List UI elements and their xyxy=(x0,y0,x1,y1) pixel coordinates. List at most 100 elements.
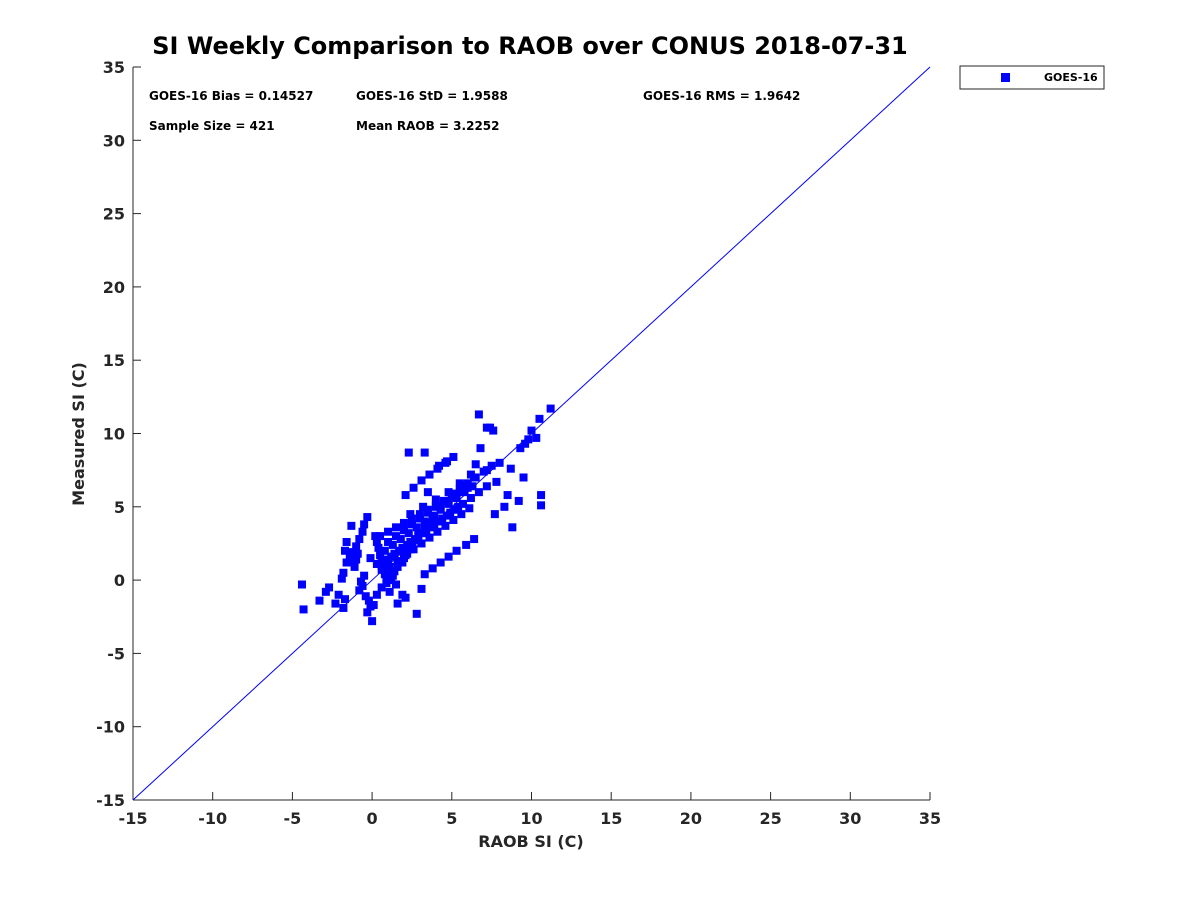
data-point xyxy=(420,448,429,457)
data-point xyxy=(449,452,458,461)
data-point xyxy=(369,601,378,610)
data-point xyxy=(546,404,555,413)
data-point xyxy=(417,584,426,593)
data-point xyxy=(436,558,445,567)
x-tick-label: 10 xyxy=(520,809,542,828)
data-point xyxy=(470,473,479,482)
data-point xyxy=(399,526,408,535)
data-point xyxy=(455,488,464,497)
data-point xyxy=(463,483,472,492)
y-tick-label: 10 xyxy=(103,425,125,444)
data-point xyxy=(457,510,466,519)
data-point xyxy=(350,562,359,571)
data-point xyxy=(372,537,381,546)
data-point xyxy=(392,532,401,541)
rms-annotation: GOES-16 RMS = 1.9642 xyxy=(643,89,800,103)
data-point xyxy=(471,460,480,469)
data-point xyxy=(384,527,393,536)
data-point xyxy=(524,435,533,444)
data-point xyxy=(537,501,546,510)
data-point xyxy=(393,599,402,608)
data-point xyxy=(460,488,469,497)
data-point xyxy=(466,494,475,503)
data-point xyxy=(404,448,413,457)
data-point xyxy=(425,518,434,527)
data-point xyxy=(423,488,432,497)
data-point xyxy=(398,590,407,599)
data-point xyxy=(452,546,461,555)
y-axis-label: Measured SI (C) xyxy=(69,362,88,506)
data-point xyxy=(430,520,439,529)
data-point xyxy=(342,558,351,567)
data-point xyxy=(449,515,458,524)
mean-raob-annotation: Mean RAOB = 3.2252 xyxy=(356,119,500,133)
data-point xyxy=(454,502,463,511)
data-point xyxy=(376,532,385,541)
data-point xyxy=(399,518,408,527)
data-point xyxy=(506,464,515,473)
data-point xyxy=(415,510,424,519)
data-point xyxy=(358,527,367,536)
data-point xyxy=(433,527,442,536)
data-point xyxy=(325,583,334,592)
x-tick-label: 5 xyxy=(446,809,457,828)
data-point xyxy=(401,551,410,560)
data-point xyxy=(398,558,407,567)
legend: GOES-16 xyxy=(959,65,1105,90)
data-point xyxy=(355,535,364,544)
data-point xyxy=(377,557,386,566)
data-point xyxy=(474,488,483,497)
x-tick-label: 20 xyxy=(680,809,702,828)
y-tick-label: 25 xyxy=(103,205,125,224)
data-point xyxy=(458,499,467,508)
data-point xyxy=(363,608,372,617)
data-point xyxy=(380,546,389,555)
data-point xyxy=(422,526,431,535)
data-point xyxy=(360,571,369,580)
data-point xyxy=(468,482,477,491)
y-tick-label: 0 xyxy=(114,571,125,590)
data-point xyxy=(406,537,415,546)
data-point xyxy=(500,502,509,511)
stats-annotations: GOES-16 Bias = 0.14527 GOES-16 StD = 1.9… xyxy=(149,89,800,133)
data-point xyxy=(474,410,483,419)
x-tick-label: 35 xyxy=(919,809,941,828)
data-point xyxy=(393,557,402,566)
scatter-points xyxy=(297,404,555,626)
data-point xyxy=(339,603,348,612)
data-point xyxy=(342,537,351,546)
data-point xyxy=(347,521,356,530)
data-point xyxy=(321,587,330,596)
data-point xyxy=(406,510,415,519)
data-point xyxy=(337,574,346,583)
data-point xyxy=(417,539,426,548)
data-point xyxy=(446,508,455,517)
legend-box xyxy=(959,65,1105,90)
data-point xyxy=(482,482,491,491)
x-tick-label: 30 xyxy=(839,809,861,828)
data-point xyxy=(409,483,418,492)
data-point xyxy=(352,555,361,564)
data-point xyxy=(315,596,324,605)
data-point xyxy=(419,502,428,511)
x-ticks: -15 -10 -5 0 5 10 15 20 25 30 35 xyxy=(119,792,941,828)
data-point xyxy=(341,546,350,555)
data-point xyxy=(360,520,369,529)
sample-size-annotation: Sample Size = 421 xyxy=(149,119,275,133)
data-point xyxy=(384,537,393,546)
data-point xyxy=(431,501,440,510)
data-point xyxy=(299,605,308,614)
legend-label-goes-16: GOES-16 xyxy=(1044,71,1098,84)
data-point xyxy=(380,570,389,579)
data-point xyxy=(444,499,453,508)
x-tick-label: -15 xyxy=(119,809,148,828)
data-point xyxy=(372,559,381,568)
x-tick-label: 0 xyxy=(367,809,378,828)
data-point xyxy=(415,514,424,523)
x-tick-label: -5 xyxy=(284,809,302,828)
data-point xyxy=(495,458,504,467)
data-point xyxy=(535,414,544,423)
data-point xyxy=(470,535,479,544)
data-point xyxy=(388,540,397,549)
data-point xyxy=(438,514,447,523)
